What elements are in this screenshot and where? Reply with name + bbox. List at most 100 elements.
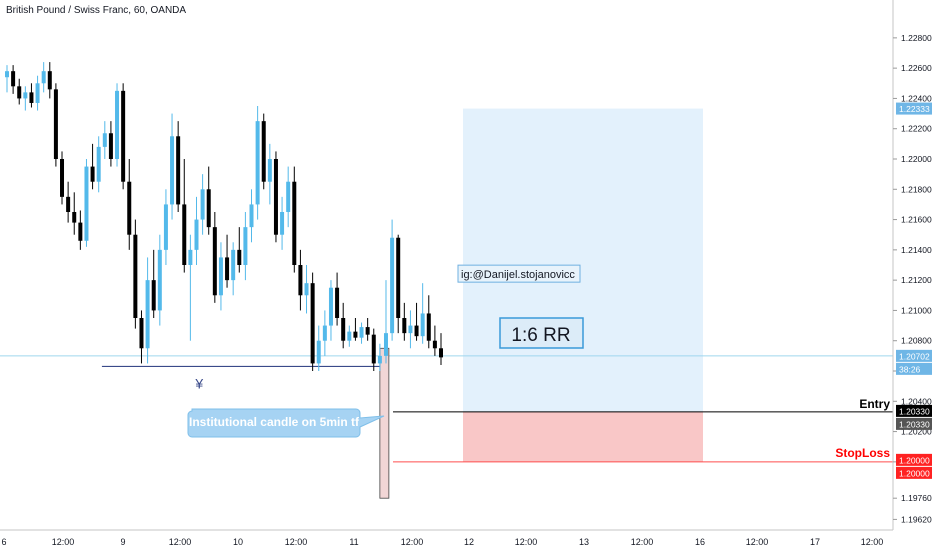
candle-body (286, 181, 291, 212)
yen-symbol: ¥ (194, 375, 203, 391)
candle-body (377, 355, 382, 364)
institutional-candle-box (379, 347, 390, 499)
candle-body (298, 265, 303, 296)
callout-bubble (187, 408, 385, 438)
time-tick-label: 13 (579, 537, 589, 547)
price-tick-label: 1.22000 (901, 154, 932, 164)
price-tick-label: 1.21600 (901, 215, 932, 225)
candle-body (249, 204, 254, 228)
candle-body (102, 133, 107, 147)
candle-body (66, 196, 71, 212)
target-zone (463, 108, 703, 412)
rr-box (499, 317, 584, 349)
candle-body (78, 222, 83, 241)
candle-body (115, 90, 120, 159)
candle-body (133, 234, 138, 318)
price-tick-label: 1.22600 (901, 63, 932, 73)
target-price-tag: 1.22333 (899, 104, 930, 114)
price-tick-label: 1.22800 (901, 33, 932, 43)
candle-body (139, 318, 144, 349)
time-tick-label: 12:00 (285, 537, 308, 547)
candle-body (322, 325, 327, 341)
candle-body (359, 327, 364, 338)
candle-body (316, 340, 321, 364)
candle-body (304, 283, 309, 296)
entry-price-tag: 1.20330 (899, 406, 930, 416)
stop-price-tag-2: 1.20000 (899, 468, 930, 478)
candle-body (371, 334, 376, 364)
candle-body (341, 318, 346, 341)
candle-body (231, 249, 236, 281)
candle-body (432, 340, 437, 349)
candle-body (176, 136, 181, 205)
price-tick-label: 1.20800 (901, 336, 932, 346)
time-tick-label: 12:00 (52, 537, 75, 547)
time-tick-label: 12:00 (515, 537, 538, 547)
candle-body (200, 189, 205, 220)
price-tick-label: 1.21400 (901, 245, 932, 255)
candle-body (84, 166, 89, 241)
candle-body (328, 287, 333, 326)
candle-body (121, 90, 126, 182)
candle-body (237, 249, 242, 265)
candle-body (17, 86, 22, 99)
candle-body (194, 219, 199, 250)
candle-body (23, 92, 28, 99)
price-tick-label: 1.20400 (901, 396, 932, 406)
price-tick-label: 1.21200 (901, 275, 932, 285)
time-tick-label: 12:00 (746, 537, 769, 547)
time-tick-label: 17 (810, 537, 820, 547)
price-tick-label: 1.21800 (901, 184, 932, 194)
price-tick-label: 1.22400 (901, 93, 932, 103)
candle-body (414, 325, 419, 337)
candle-body (108, 133, 113, 159)
time-tick-label: 12:00 (861, 537, 884, 547)
candle-body (60, 159, 65, 197)
candle-body (261, 121, 266, 182)
candle-body (72, 212, 77, 223)
entry-price-tag-bg (896, 404, 932, 417)
current-price-tag-bg (896, 349, 932, 362)
stoploss-label: StopLoss (835, 446, 890, 460)
countdown-tag-bg (896, 362, 932, 375)
price-tick-label: 1.22200 (901, 124, 932, 134)
candle-body (408, 325, 413, 334)
price-tick-label: 1.20200 (901, 427, 932, 437)
time-tick-label: 11 (349, 537, 358, 547)
time-tick-label: 10 (233, 537, 243, 547)
time-tick-label: 12:00 (169, 537, 192, 547)
rr-label: 1:6 RR (511, 325, 570, 346)
chart-title: British Pound / Swiss Franc, 60, OANDA (6, 5, 187, 16)
candle-body (396, 237, 401, 318)
candle-body (5, 71, 9, 78)
entry-price-tag-2-bg (896, 417, 932, 430)
candle-body (218, 257, 223, 296)
candle-body (41, 71, 46, 84)
entry-price-tag-2: 1.20330 (899, 419, 930, 429)
stop-price-tag: 1.20000 (899, 455, 930, 465)
stop-zone (463, 411, 703, 462)
candle-body (383, 333, 388, 356)
candle-body (11, 71, 16, 87)
target-price-tag-bg (896, 102, 932, 115)
callout-text: Institutional candle on 5min tf (189, 415, 360, 429)
candle-body (206, 189, 211, 228)
candle-body (335, 287, 340, 318)
candle-body (47, 71, 52, 90)
candle-body (267, 159, 272, 182)
entry-label: Entry (859, 397, 890, 411)
candle-body (273, 159, 278, 235)
time-tick-label: 6 (1, 537, 6, 547)
watermark-text: ig:@Danijel.stojanovicc (461, 269, 575, 281)
candle-body (243, 227, 248, 265)
candle-body (29, 92, 34, 103)
stop-price-tag-bg (896, 453, 932, 466)
time-tick-label: 9 (120, 537, 125, 547)
candle-body (53, 89, 58, 159)
candle-body (255, 121, 260, 205)
candle-body (170, 136, 175, 205)
time-tick-label: 12:00 (631, 537, 654, 547)
time-tick-label: 16 (695, 537, 705, 547)
candle-body (280, 212, 285, 235)
